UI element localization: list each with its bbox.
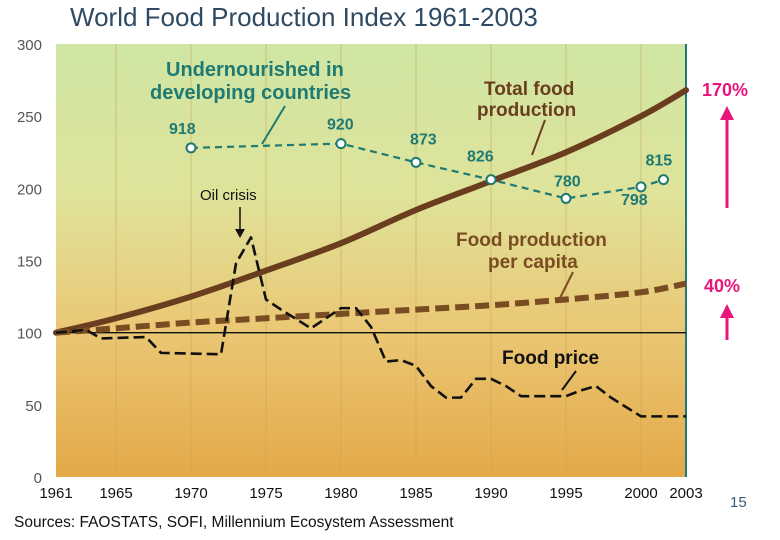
x-tick-label: 2003 [669, 485, 702, 502]
series-line [55, 280, 687, 336]
annotation-per-capita-line1: Food production [456, 230, 607, 251]
y-tick-label: 200 [17, 181, 42, 198]
y-tick-label: 300 [17, 37, 42, 54]
annotation-total-line1: Total food [484, 79, 574, 100]
y-tick-label: 0 [34, 470, 42, 487]
x-tick-label: 1961 [39, 485, 72, 502]
data-point [485, 174, 497, 186]
data-label: 873 [410, 131, 437, 148]
y-tick-label: 250 [17, 109, 42, 126]
plot-background [56, 44, 686, 477]
y-tick-label: 100 [17, 326, 42, 343]
series-line [53, 87, 689, 336]
annotation-per-capita-line2: per capita [488, 252, 578, 273]
data-point [335, 138, 347, 150]
x-tick-label: 2000 [624, 485, 657, 502]
data-label: 826 [467, 149, 494, 166]
x-tick-label: 1985 [399, 485, 432, 502]
x-tick-label: 1980 [324, 485, 357, 502]
arrow-per-capita-increase [720, 304, 734, 340]
annotation-pointer-undernourished [261, 105, 286, 145]
x-tick-label: 1990 [474, 485, 507, 502]
slide-number: 15 [730, 494, 747, 511]
total-increase-label: 170% [702, 80, 749, 100]
data-label: 815 [646, 153, 673, 170]
series-line [55, 236, 686, 418]
annotation-arrowhead-oil-crisis [235, 229, 245, 238]
y-axis: 0 50 100 150 200 250 300 [17, 37, 42, 487]
chart-title: World Food Production Index 1961-2003 [70, 2, 538, 32]
data-label: 920 [327, 117, 354, 134]
data-label: 918 [169, 121, 196, 138]
x-tick-label: 1965 [99, 485, 132, 502]
x-tick-label: 1995 [549, 485, 582, 502]
data-label: 780 [554, 173, 581, 190]
data-label: 798 [621, 192, 648, 209]
annotation-undernourished-line1: Undernourished in [166, 59, 344, 81]
y-tick-label: 50 [25, 398, 42, 415]
x-axis: 1961 1965 1970 1975 1980 1985 1990 1995 2000 2003 [39, 485, 702, 502]
annotation-pointer-total [531, 119, 546, 156]
annotation-food-price: Food price [502, 348, 599, 369]
arrow-total-increase [720, 106, 734, 208]
data-point [658, 174, 669, 186]
x-tick-label: 1970 [174, 485, 207, 502]
y-tick-label: 150 [17, 254, 42, 271]
per-capita-increase-label: 40% [704, 276, 741, 296]
annotation-pointer-per-capita [559, 271, 574, 299]
sources-text: Sources: FAOSTATS, SOFI, Millennium Ecos… [14, 514, 454, 531]
data-point [560, 192, 572, 204]
data-point [185, 142, 197, 154]
annotation-pointer-food-price [561, 370, 577, 391]
data-point [635, 181, 647, 193]
annotation-undernourished-line2: developing countries [150, 82, 351, 104]
data-point [410, 156, 422, 168]
x-tick-label: 1975 [249, 485, 282, 502]
annotation-total-line2: production [477, 100, 576, 121]
annotation-oil-crisis: Oil crisis [200, 187, 257, 204]
